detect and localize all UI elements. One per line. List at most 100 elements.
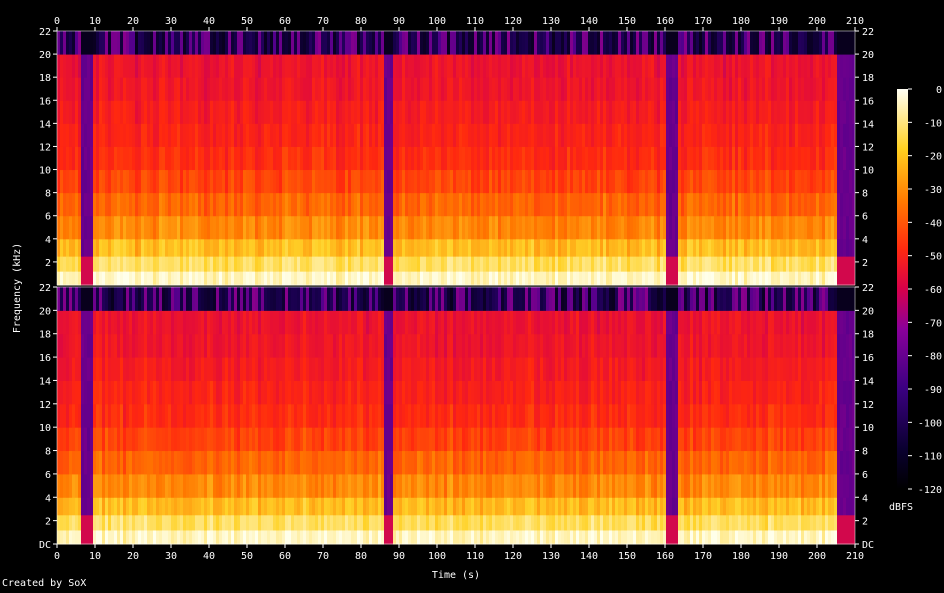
- spectrogram-cell: [129, 380, 132, 405]
- spectrogram-cell: [312, 427, 315, 452]
- spectrogram-cell: [78, 146, 81, 171]
- spectrogram-cell: [381, 77, 384, 101]
- spectrogram-cell: [795, 192, 798, 217]
- spectrogram-cell: [471, 333, 474, 358]
- spectrogram-cell: [702, 238, 705, 257]
- spectrogram-cell: [369, 310, 372, 335]
- spectrogram-cell: [366, 238, 369, 257]
- spectrogram-cell: [774, 169, 777, 194]
- spectrogram-cell: [213, 380, 216, 405]
- spectrogram-cell: [447, 514, 450, 531]
- spectrogram-cell: [684, 271, 687, 286]
- spectrogram-cell: [528, 192, 531, 217]
- spectrogram-cell: [315, 497, 318, 516]
- spectrogram-cell: [273, 427, 276, 452]
- spectrogram-cell: [771, 256, 774, 272]
- spectrogram-cell: [60, 238, 63, 257]
- spectrogram-cell: [411, 54, 414, 78]
- spectrogram-cell: [60, 380, 63, 405]
- spectrogram-cell: [705, 215, 708, 240]
- spectrogram-cell: [255, 380, 258, 405]
- spectrogram-cell: [255, 146, 258, 171]
- spectrogram-cell: [291, 31, 294, 55]
- spectrogram-cell: [825, 77, 828, 101]
- spectrogram-cell: [669, 123, 672, 147]
- spectrogram-cell: [498, 77, 501, 101]
- spectrogram-cell: [477, 31, 480, 55]
- spectrogram-cell: [207, 77, 210, 101]
- spectrogram-cell: [153, 271, 156, 286]
- spectrogram-cell: [324, 403, 327, 428]
- spectrogram-cell: [60, 215, 63, 240]
- spectrogram-cell: [183, 192, 186, 217]
- spectrogram-cell: [420, 450, 423, 475]
- spectrogram-cell: [387, 238, 390, 257]
- spectrogram-cell: [141, 529, 144, 545]
- spectrogram-cell: [219, 287, 222, 311]
- spectrogram-cell: [816, 256, 819, 272]
- spectrogram-cell: [168, 403, 171, 428]
- spectrogram-cell: [447, 238, 450, 257]
- spectrogram-cell: [450, 256, 453, 272]
- spectrogram-cell: [294, 357, 297, 381]
- spectrogram-cell: [117, 333, 120, 358]
- spectrogram-cell: [432, 192, 435, 217]
- spectrogram-cell: [402, 146, 405, 171]
- spectrogram-cell: [78, 497, 81, 516]
- spectrogram-cell: [831, 169, 834, 194]
- spectrogram-cell: [492, 123, 495, 147]
- spectrogram-cell: [156, 473, 159, 498]
- spectrogram-cell: [117, 380, 120, 405]
- spectrogram-cell: [321, 146, 324, 171]
- spectrogram-cell: [381, 497, 384, 516]
- spectrogram-cell: [672, 169, 675, 194]
- spectrogram-cell: [381, 238, 384, 257]
- spectrogram-cell: [603, 100, 606, 124]
- spectrogram-cell: [432, 497, 435, 516]
- spectrogram-cell: [468, 380, 471, 405]
- spectrogram-cell: [435, 100, 438, 124]
- spectrogram-cell: [432, 256, 435, 272]
- spectrogram-cell: [114, 497, 117, 516]
- spectrogram-cell: [447, 287, 450, 311]
- spectrogram-cell: [282, 146, 285, 171]
- spectrogram-cell: [831, 271, 834, 286]
- spectrogram-cell: [411, 357, 414, 381]
- spectrogram-cell: [711, 192, 714, 217]
- spectrogram-cell: [387, 31, 390, 55]
- spectrogram-cell: [504, 450, 507, 475]
- spectrogram-cell: [111, 333, 114, 358]
- spectrogram-cell: [501, 450, 504, 475]
- spectrogram-cell: [156, 333, 159, 358]
- spectrogram-cell: [147, 100, 150, 124]
- spectrogram-cell: [792, 215, 795, 240]
- spectrogram-cell: [219, 473, 222, 498]
- spectrogram-cell: [543, 54, 546, 78]
- spectrogram-cell: [375, 529, 378, 545]
- spectrogram-cell: [618, 54, 621, 78]
- spectrogram-cell: [402, 256, 405, 272]
- spectrogram-cell: [675, 123, 678, 147]
- spectrogram-cell: [441, 77, 444, 101]
- spectrogram-cell: [702, 77, 705, 101]
- spectrogram-cell: [726, 54, 729, 78]
- spectrogram-cell: [786, 271, 789, 286]
- spectrogram-cell: [312, 450, 315, 475]
- spectrogram-cell: [279, 77, 282, 101]
- spectrogram-cell: [444, 77, 447, 101]
- spectrogram-cell: [438, 54, 441, 78]
- spectrogram-cell: [165, 31, 168, 55]
- spectrogram-cell: [159, 473, 162, 498]
- spectrogram-cell: [204, 192, 207, 217]
- spectrogram-cell: [327, 403, 330, 428]
- spectrogram-cell: [390, 380, 393, 405]
- spectrogram-cell: [462, 403, 465, 428]
- spectrogram-cell: [501, 310, 504, 335]
- spectrogram-cell: [57, 123, 60, 147]
- spectrogram-cell: [141, 514, 144, 531]
- spectrogram-cell: [489, 123, 492, 147]
- spectrogram-cell: [534, 31, 537, 55]
- spectrogram-cell: [585, 123, 588, 147]
- spectrogram-cell: [327, 380, 330, 405]
- spectrogram-cell: [714, 215, 717, 240]
